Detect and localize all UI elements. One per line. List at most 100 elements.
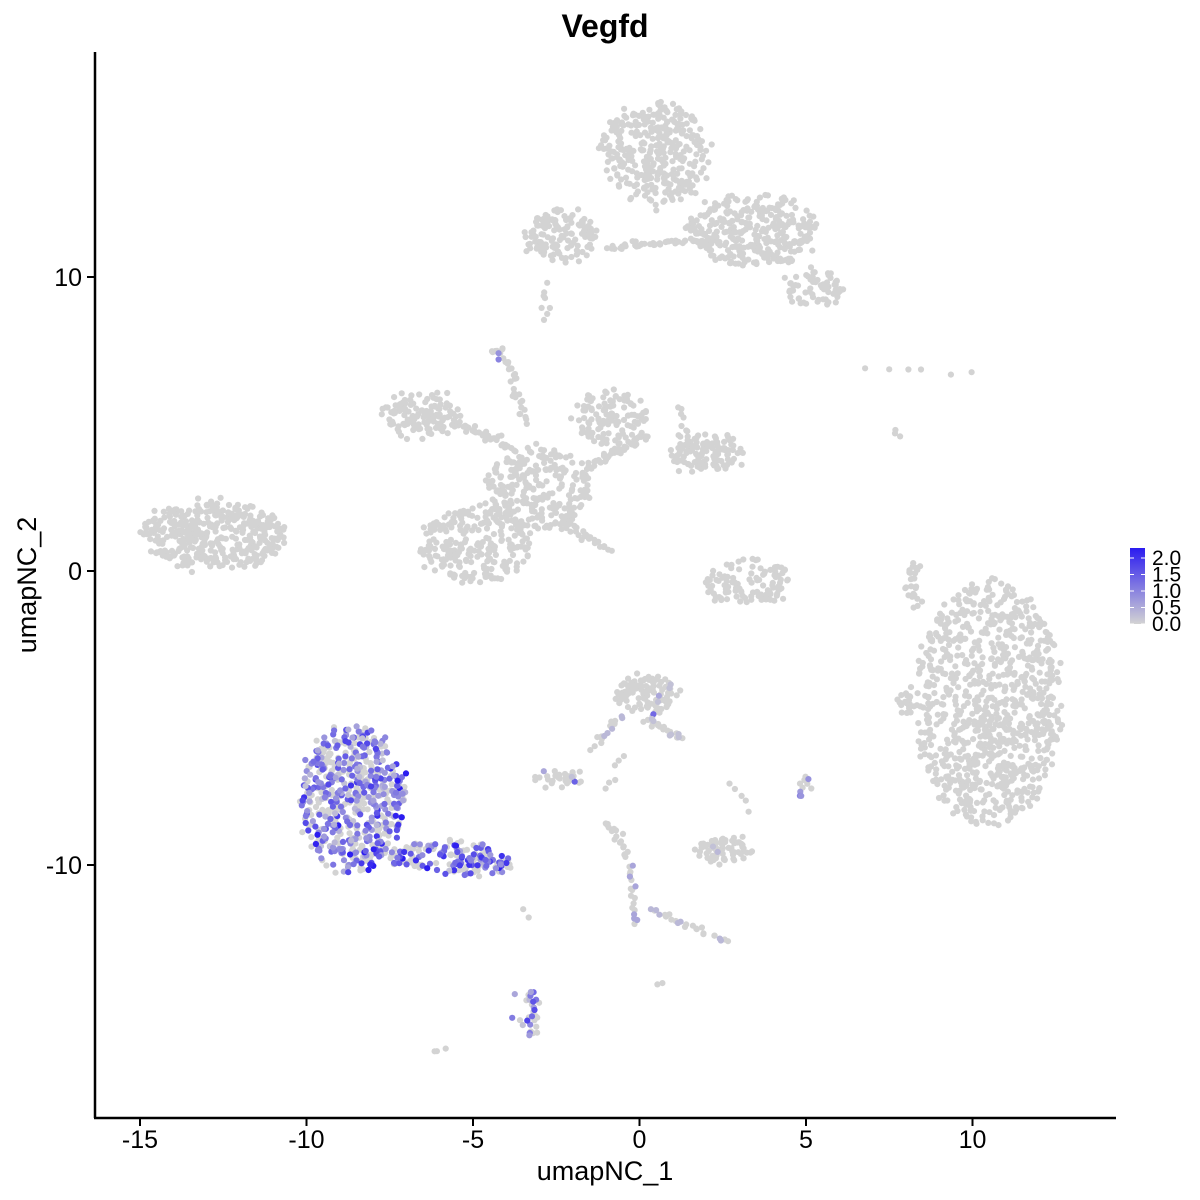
data-point <box>702 463 709 470</box>
data-point <box>933 721 940 728</box>
data-point <box>330 844 337 851</box>
data-point <box>314 847 321 854</box>
data-point <box>676 449 683 456</box>
data-point <box>588 405 595 412</box>
data-point <box>557 465 564 472</box>
data-point <box>595 426 602 433</box>
data-point <box>331 727 338 734</box>
data-point <box>1007 810 1014 818</box>
data-point <box>675 432 682 439</box>
data-point <box>617 245 624 252</box>
data-point <box>457 541 465 548</box>
data-point <box>447 562 454 569</box>
data-point <box>581 223 588 230</box>
data-point <box>766 204 773 211</box>
data-point <box>507 546 514 554</box>
data-point <box>585 459 592 466</box>
data-point <box>716 861 723 868</box>
data-point <box>954 670 961 677</box>
data-point <box>761 236 768 243</box>
data-point <box>511 532 518 539</box>
data-point <box>769 582 776 589</box>
data-point <box>217 494 224 501</box>
data-point <box>917 366 925 373</box>
data-point <box>210 522 217 530</box>
data-point <box>624 704 632 711</box>
data-point <box>573 247 581 254</box>
data-point <box>635 112 643 119</box>
data-point <box>489 349 496 356</box>
data-point <box>653 125 660 132</box>
data-point <box>862 365 869 372</box>
data-point <box>425 429 432 437</box>
data-point <box>600 407 607 414</box>
data-point <box>226 516 233 523</box>
data-point <box>677 196 684 203</box>
data-point <box>738 588 745 595</box>
data-point <box>641 192 649 199</box>
data-point <box>1037 637 1044 644</box>
data-point <box>580 403 588 410</box>
data-point <box>378 411 385 418</box>
data-point <box>1031 737 1038 744</box>
data-point <box>709 843 717 850</box>
data-point <box>513 567 520 574</box>
data-point <box>989 703 996 710</box>
data-point <box>929 673 936 680</box>
data-point <box>726 780 733 787</box>
data-point <box>511 518 519 525</box>
data-point <box>795 295 802 302</box>
data-point <box>187 559 194 566</box>
data-point <box>724 202 731 210</box>
data-point <box>321 833 328 840</box>
data-point <box>730 224 737 231</box>
data-point <box>552 509 560 516</box>
data-point <box>722 255 729 262</box>
data-point <box>942 746 949 753</box>
data-point <box>567 528 574 535</box>
data-point <box>321 734 328 741</box>
data-point <box>781 245 788 253</box>
data-point <box>509 1014 516 1021</box>
data-point <box>591 743 598 750</box>
data-point <box>658 156 665 163</box>
data-point <box>585 419 592 426</box>
data-point <box>1028 629 1035 636</box>
data-point <box>546 524 553 531</box>
data-point <box>345 792 352 799</box>
data-point <box>988 655 996 662</box>
data-point <box>625 675 632 682</box>
data-point <box>731 785 739 793</box>
data-point <box>635 695 642 702</box>
data-point <box>809 247 816 254</box>
data-point <box>361 800 368 807</box>
data-point <box>986 809 993 816</box>
data-point <box>448 851 455 858</box>
data-point <box>711 597 718 604</box>
data-point <box>332 810 339 817</box>
data-point <box>384 840 391 847</box>
data-point <box>474 553 481 560</box>
data-point <box>949 776 956 783</box>
data-point <box>673 106 680 113</box>
data-point <box>814 276 821 284</box>
data-point <box>996 768 1003 775</box>
data-point <box>680 148 687 155</box>
data-point <box>524 522 531 529</box>
data-point <box>645 175 652 182</box>
data-point <box>549 216 556 223</box>
data-point <box>971 718 978 725</box>
data-point <box>583 475 591 482</box>
data-point <box>791 238 798 245</box>
data-point <box>950 596 957 603</box>
data-point <box>945 691 953 698</box>
data-point <box>776 586 784 593</box>
data-point <box>598 142 605 149</box>
data-point <box>709 572 716 579</box>
data-point <box>541 295 549 302</box>
data-point <box>935 665 942 672</box>
data-point <box>677 441 684 448</box>
data-point <box>452 842 460 849</box>
data-point <box>342 785 349 792</box>
